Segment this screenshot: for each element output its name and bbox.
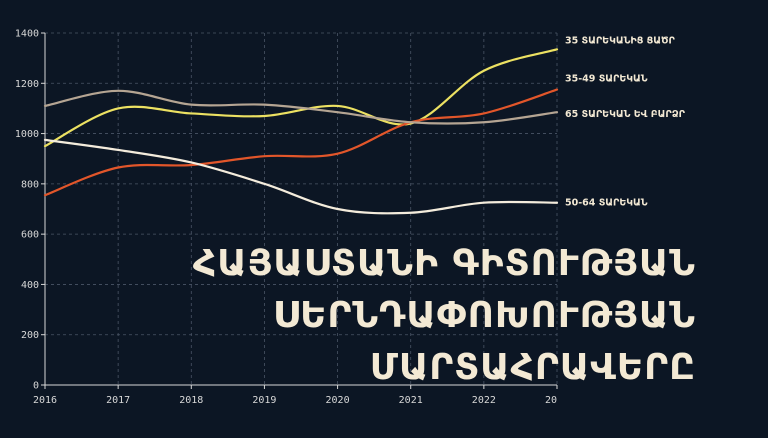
x-tick-label: 20 xyxy=(545,395,557,406)
series-line-35-49 xyxy=(43,88,559,197)
y-tick-label: 0 xyxy=(33,381,39,392)
series-line-65-plus xyxy=(43,89,559,125)
y-tick-label: 1400 xyxy=(15,29,39,40)
x-tick-label: 2017 xyxy=(106,395,130,406)
x-tick-label: 2021 xyxy=(399,395,423,406)
y-tick-label: 400 xyxy=(21,280,39,291)
series-label-under-35: 35 ՏԱՐԵԿԱՆԻՑ ՑԱԾՐ xyxy=(565,35,675,46)
y-tick-label: 1200 xyxy=(15,79,39,90)
title-line-2: ՍԵՐՆԴԱՓՈԽՈՒԹՅԱՆ xyxy=(272,295,696,336)
y-tick-label: 200 xyxy=(21,330,39,341)
series-line-under-35 xyxy=(43,48,559,148)
series-label-35-49: 35-49 ՏԱՐԵԿԱՆ xyxy=(565,74,648,85)
x-tick-label: 2016 xyxy=(33,395,57,406)
chart-title: ՀԱՅԱՍՏԱՆԻ ԳԻՏՈՒԹՅԱՆ ՍԵՐՆԴԱՓՈԽՈՒԹՅԱՆ ՄԱՐՏ… xyxy=(193,238,696,394)
y-tick-label: 600 xyxy=(21,230,39,241)
x-tick-label: 2022 xyxy=(472,395,496,406)
x-tick-label: 2019 xyxy=(252,395,276,406)
x-tick-label: 2020 xyxy=(326,395,350,406)
y-tick-label: 1000 xyxy=(15,129,39,140)
series-line-50-64 xyxy=(43,138,559,215)
y-tick-label: 800 xyxy=(21,179,39,190)
title-line-1: ՀԱՅԱՍՏԱՆԻ ԳԻՏՈՒԹՅԱՆ xyxy=(192,243,696,284)
series-label-65-plus: 65 ՏԱՐԵԿԱՆ ԵՎ ԲԱՐՁՐ xyxy=(565,109,686,120)
title-line-3: ՄԱՐՏԱՀՐԱՎԵՐԸ xyxy=(369,347,696,388)
x-tick-label: 2018 xyxy=(179,395,203,406)
series-label-50-64: 50-64 ՏԱՐԵԿԱՆ xyxy=(565,198,648,209)
